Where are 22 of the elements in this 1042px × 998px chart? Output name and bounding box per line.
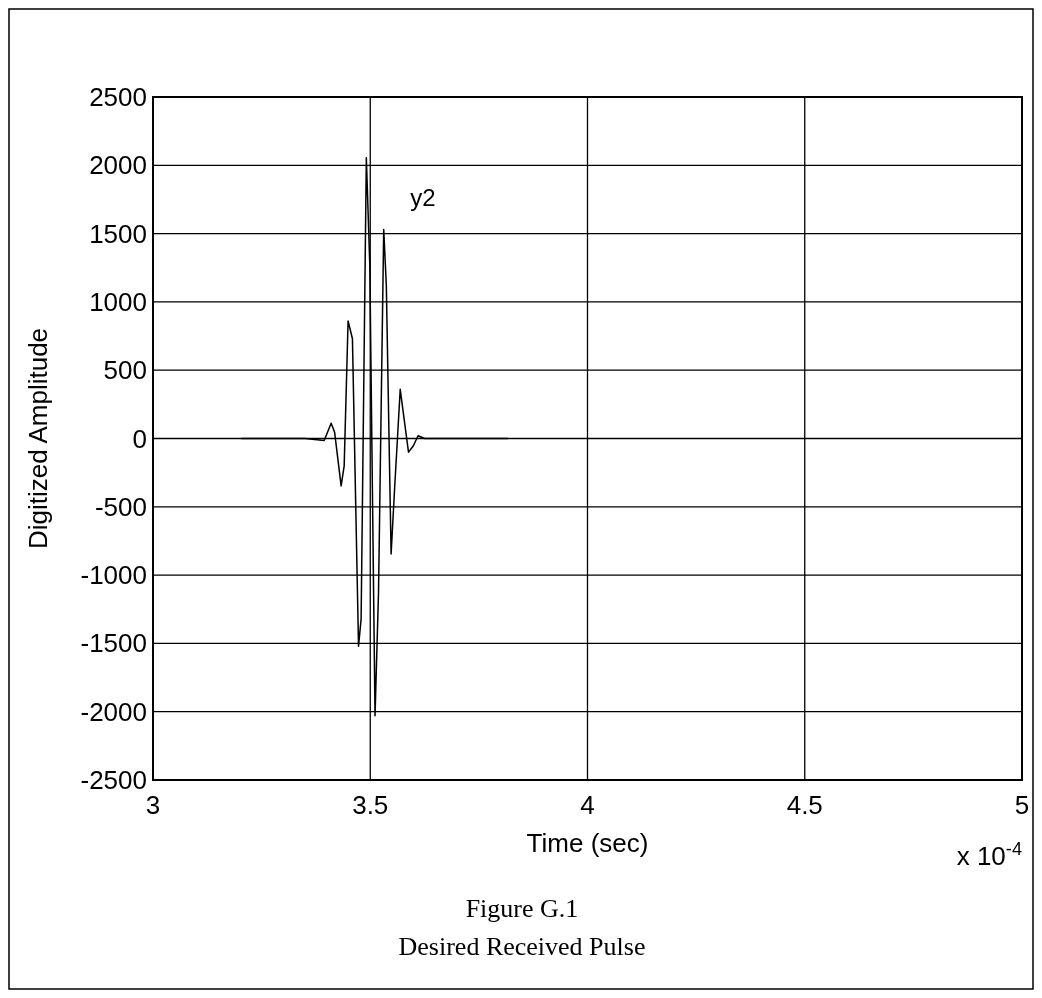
x-tick-label: 3.5 <box>352 790 389 820</box>
y-tick-label: 1000 <box>89 286 147 317</box>
y-tick-label: -1000 <box>80 560 147 591</box>
x-axis-title: Time (sec) <box>526 828 649 858</box>
text: Figure G.1 <box>465 894 579 923</box>
series-label: y2 <box>410 184 436 212</box>
y-tick-label: -500 <box>94 491 147 522</box>
y-tick-label: 500 <box>103 355 147 386</box>
y-tick-label: -1500 <box>80 628 147 659</box>
y-tick-label: 2500 <box>89 82 147 112</box>
y-tick-label: 1500 <box>89 218 147 249</box>
y-tick-label: 0 <box>132 423 147 454</box>
x-tick-label: 4.5 <box>786 790 823 820</box>
x-tick-label: 3 <box>145 790 161 820</box>
y-tick-label: -2000 <box>80 696 147 727</box>
y-tick-label: -2500 <box>80 765 147 795</box>
y-tick-label: 2000 <box>89 150 147 181</box>
x-tick-label: 4 <box>580 790 595 820</box>
text: Desired Received Pulse <box>398 932 646 961</box>
x-tick-label: 5 <box>1014 790 1030 820</box>
y-axis-title: Digitized Amplitude <box>23 327 53 550</box>
text: x 10$^{-4}$ <box>956 839 1022 871</box>
